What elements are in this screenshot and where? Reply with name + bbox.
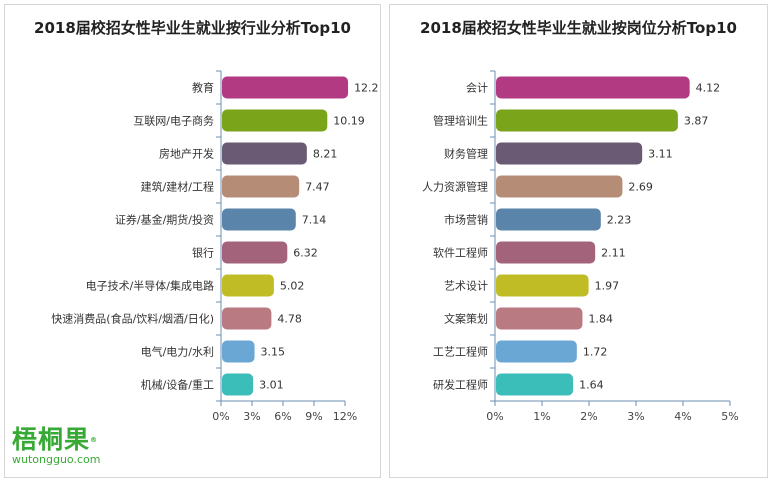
category-label: 建筑/建材/工程 [141,180,214,194]
category-label: 互联网/电子商务 [133,114,214,128]
bar [496,175,623,198]
value-label: 4.78 [277,313,302,326]
category-label: 管理培训生 [433,114,488,128]
category-label: 快速消费品(食品/饮料/烟酒/日化) [51,312,214,326]
x-tick-label: 3% [627,410,644,423]
bar [496,241,596,264]
bar [222,307,272,330]
value-label: 6.32 [293,247,318,260]
category-label: 人力资源管理 [422,180,488,194]
bar [496,373,574,396]
industry-chart-panel: 2018届校招女性毕业生就业按行业分析Top10 0% 3% 6% 9% 12% 教育 12… [4,4,381,478]
x-tick-label: 2% [580,410,597,423]
value-label: 3.87 [684,115,709,128]
logo-name: 梧桐果 [12,425,91,454]
x-tick-label: 6% [274,410,291,423]
category-label: 软件工程师 [433,246,488,260]
bar [222,373,254,396]
x-tick-label: 0% [212,410,229,423]
category-label: 教育 [192,81,214,95]
value-label: 1.97 [595,280,620,293]
bar [496,76,690,99]
logo-url: wutongguo.com [12,453,101,466]
value-label: 7.47 [305,181,330,194]
bar [222,109,328,132]
value-label: 2.23 [607,214,632,227]
value-label: 8.21 [313,148,338,161]
category-label: 会计 [466,82,488,95]
bar [496,142,643,165]
bar [222,142,307,165]
value-label: 1.72 [583,346,608,359]
x-tick-label: 3% [243,410,260,423]
value-label: 10.19 [333,115,365,128]
value-label: 7.14 [302,214,327,227]
bar [222,175,300,198]
category-label: 电子技术/半导体/集成电路 [86,279,214,293]
value-label: 4.12 [696,82,721,95]
bar [222,274,274,297]
category-label: 市场营销 [444,213,488,227]
bar [222,241,288,264]
category-label: 电气/电力/水利 [141,345,214,359]
category-label: 财务管理 [444,147,488,161]
x-tick-label: 12% [333,410,357,423]
value-label: 5.02 [280,280,305,293]
x-tick-label: 1% [533,410,550,423]
category-label: 机械/设备/重工 [141,378,214,392]
bar [496,307,583,330]
bar [496,274,589,297]
category-label: 艺术设计 [444,280,488,293]
value-label: 1.64 [579,379,604,392]
category-label: 证券/基金/期货/投资 [115,213,214,227]
bar [496,208,601,231]
value-label: 2.11 [601,247,626,260]
logo-registered-mark: ® [90,436,99,444]
value-label: 3.11 [648,148,673,161]
category-label: 银行 [192,246,214,260]
chart-title: 2018届校招女性毕业生就业按岗位分析Top10 [420,19,737,37]
category-label: 工艺工程师 [433,346,488,359]
bar [496,340,577,363]
bar [496,109,678,132]
value-label: 2.69 [628,181,653,194]
wutongguo-logo: 梧桐果® wutongguo.com [12,426,100,466]
bar [222,340,255,363]
value-label: 12.2 [354,82,379,95]
category-label: 文案策划 [444,312,488,326]
position-bar-chart: 0% 1% 2% 3% 4% 5% 会计 4.12 管理培训生 3.87 财务管理 3.11 人力资源管… [422,70,739,423]
category-label: 房地产开发 [159,147,214,161]
value-label: 3.15 [261,346,286,359]
position-chart-panel: 2018届校招女性毕业生就业按岗位分析Top10 0% 1% 2% 3% 4% 5% 会计 4… [389,4,768,478]
chart-title: 2018届校招女性毕业生就业按行业分析Top10 [34,19,351,37]
industry-bar-chart: 0% 3% 6% 9% 12% 教育 12.2 互联网/电子商务 10.19 房地产开发 8.21 建… [51,70,379,423]
x-tick-label: 0% [486,410,503,423]
value-label: 1.84 [588,313,613,326]
bar [222,76,349,99]
category-label: 研发工程师 [433,378,488,392]
bar [222,208,296,231]
value-label: 3.01 [259,379,284,392]
x-tick-label: 4% [674,410,691,423]
x-tick-label: 5% [721,410,738,423]
x-tick-label: 9% [305,410,322,423]
